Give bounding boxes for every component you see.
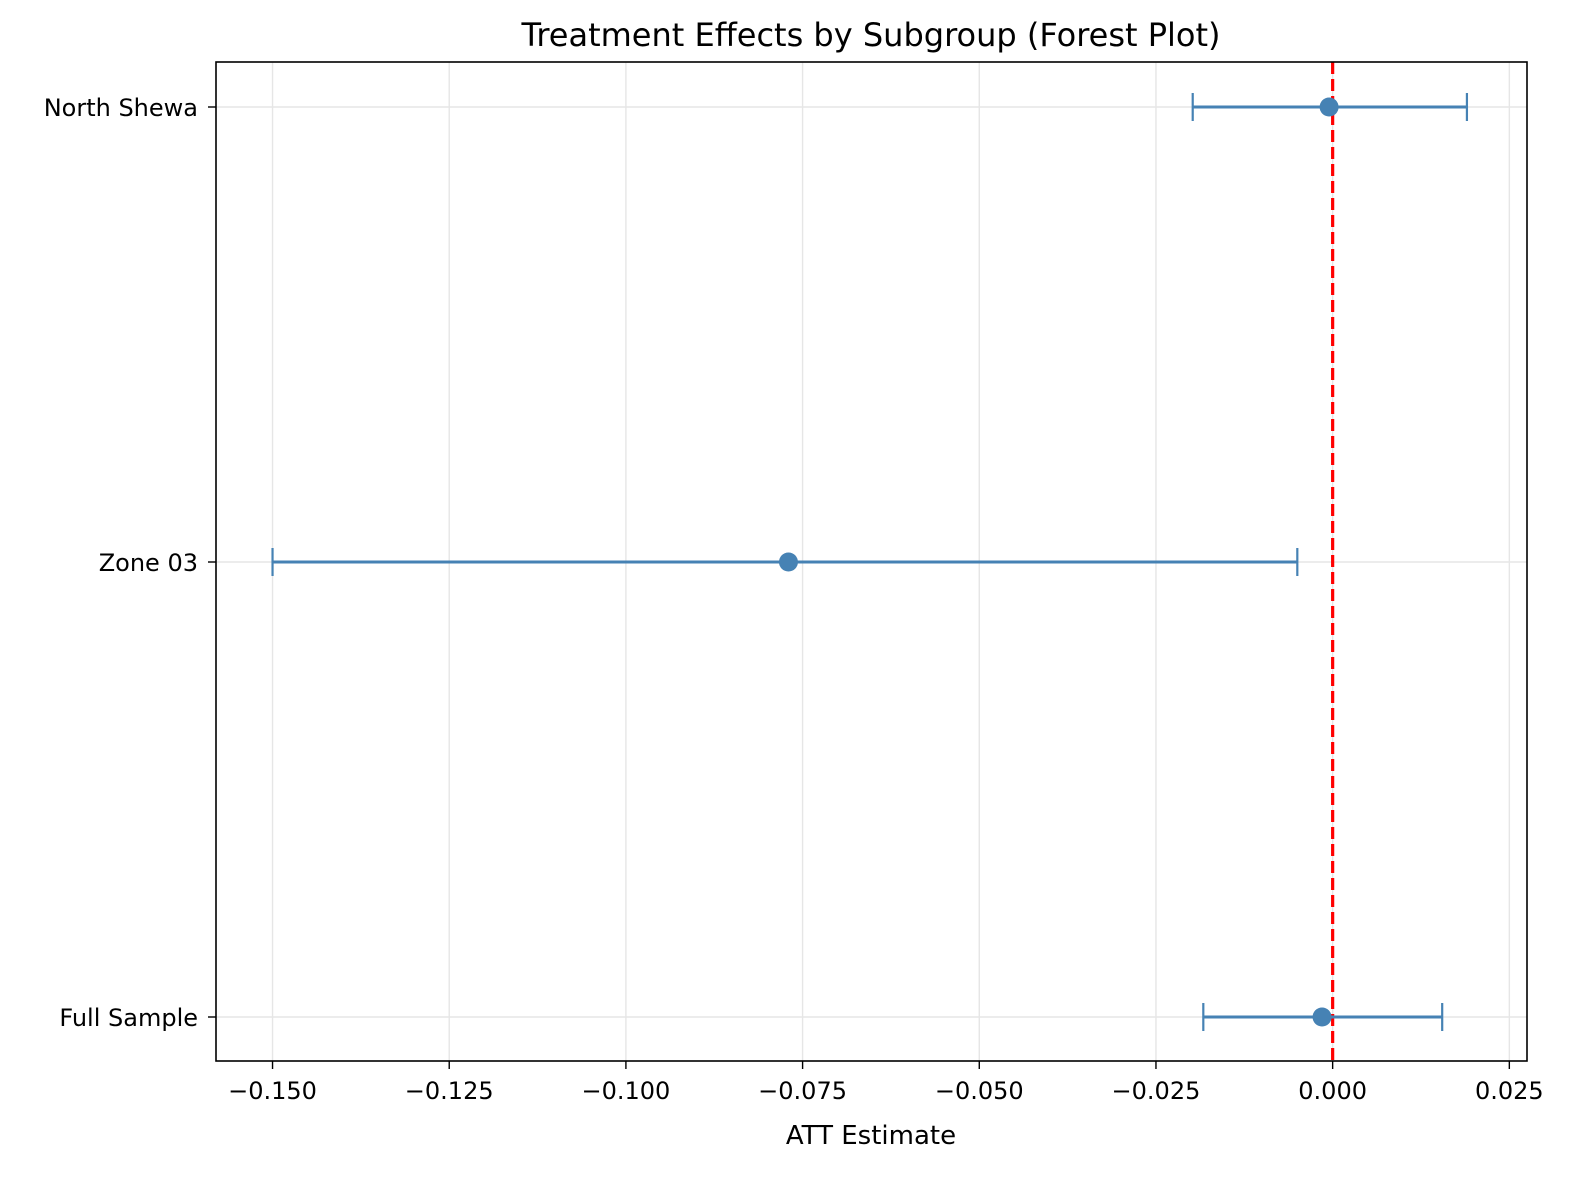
x-tick-label: 0.025 (1475, 1077, 1544, 1105)
x-tick-label: −0.150 (228, 1077, 317, 1105)
point-estimate (1312, 1007, 1332, 1027)
x-tick-label: −0.025 (1112, 1077, 1201, 1105)
chart-title: Treatment Effects by Subgroup (Forest Pl… (520, 16, 1220, 54)
ticks: −0.150 −0.125 −0.100 −0.075 −0.050 −0.025 0.00… (44, 94, 1544, 1105)
point-estimate (778, 552, 798, 572)
x-axis-label: ATT Estimate (786, 1121, 956, 1151)
y-tick-label: Full Sample (59, 1004, 198, 1032)
x-tick-label: −0.050 (935, 1077, 1024, 1105)
y-tick-label: Zone 03 (99, 549, 198, 577)
y-tick-label: North Shewa (44, 94, 198, 122)
series-layer (271, 93, 1469, 1031)
x-tick-label: −0.100 (581, 1077, 670, 1105)
x-tick-label: 0.000 (1298, 1077, 1367, 1105)
x-tick-label: −0.125 (405, 1077, 494, 1105)
x-tick-label: −0.075 (758, 1077, 847, 1105)
point-estimate (1319, 97, 1339, 117)
